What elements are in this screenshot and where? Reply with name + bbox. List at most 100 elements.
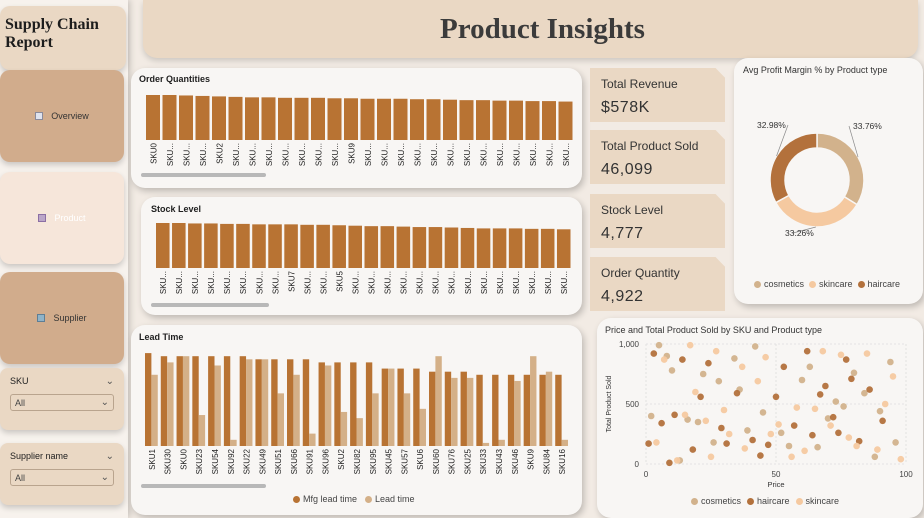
scatter-point <box>754 377 762 385</box>
scatter-point <box>785 442 793 450</box>
tick-label: SKU... <box>496 143 505 166</box>
tick-label: SKU16 <box>558 448 567 474</box>
bar <box>311 97 325 140</box>
scatter-point <box>853 442 860 450</box>
horizontal-scrollbar[interactable] <box>141 484 266 488</box>
scatter-point <box>801 447 808 455</box>
bar-mfg-lead-time <box>208 356 215 446</box>
scatter-point <box>889 373 897 380</box>
scatter-point <box>788 453 795 461</box>
title-banner: Product Insights <box>143 0 918 58</box>
price-sold-scatter: 0 500 1,000 0 50 100 Price Total Product Sold <box>606 340 913 489</box>
scatter-point <box>733 389 741 397</box>
scatter-point <box>790 422 798 429</box>
horizontal-scrollbar[interactable] <box>151 303 269 307</box>
report-title-line2: Report <box>5 34 53 51</box>
tick-label: SKU... <box>368 271 377 294</box>
scatter-point <box>798 376 806 384</box>
scatter-point <box>762 353 769 361</box>
bar-mfg-lead-time <box>223 356 231 446</box>
profit-margin-card: Avg Profit Margin % by Product type 33.7… <box>734 58 923 304</box>
bar <box>179 95 193 140</box>
sku-dropdown[interactable]: All ⌄ <box>10 394 114 411</box>
tick-label: SKU9 <box>347 142 356 163</box>
bar-lead-time <box>514 380 521 446</box>
bar <box>443 99 457 140</box>
chevron-down-icon[interactable]: ⌄ <box>105 375 114 387</box>
tick-label: SKU2 <box>337 448 346 469</box>
profit-margin-title: Avg Profit Margin % by Product type <box>743 65 888 75</box>
tick-label: SKU... <box>432 271 441 294</box>
price-sold-card: Price and Total Product Sold by SKU and … <box>597 318 923 518</box>
bar <box>558 101 573 140</box>
nav-button-product[interactable]: Product <box>0 172 124 264</box>
legend-label-mfg: Mfg lead time <box>303 494 358 504</box>
y-tick-label: 0 <box>635 460 640 469</box>
scatter-point <box>806 363 814 371</box>
legend-label-cosmetics: cosmetics <box>764 279 805 289</box>
scatter-legend: cosmetics haircare skincare <box>691 496 839 506</box>
tick-label: SKU... <box>512 143 521 166</box>
bar <box>284 224 298 268</box>
tick-label: SKU... <box>239 271 248 294</box>
scatter-point <box>829 413 837 421</box>
scatter-point <box>881 400 889 408</box>
donut-leader-line <box>848 125 859 158</box>
legend-label-lead: Lead time <box>375 494 415 504</box>
tick-label: SKU45 <box>385 448 394 474</box>
bar-mfg-lead-time <box>523 374 531 446</box>
scatter-point <box>718 424 725 432</box>
tick-label: SKU... <box>255 271 264 294</box>
tick-label: SKU... <box>199 143 208 166</box>
bar-lead-time <box>261 359 269 446</box>
tick-label: SKU43 <box>495 448 504 474</box>
price-sold-title: Price and Total Product Sold by SKU and … <box>605 325 822 335</box>
bar-lead-time <box>561 439 568 446</box>
scatter-point <box>814 443 821 451</box>
donut-slice <box>816 132 865 206</box>
profit-margin-donut: 33.76% 33.26% 32.98% <box>757 120 882 238</box>
scatter-point <box>697 393 704 401</box>
tick-label: SKU95 <box>369 448 378 474</box>
donut-data-label: 32.98% <box>757 120 786 130</box>
bar <box>268 224 282 268</box>
tick-label: SKU92 <box>227 448 236 474</box>
bar-mfg-lead-time <box>302 359 310 446</box>
bar <box>377 98 391 140</box>
bar-lead-time <box>167 362 174 446</box>
bar <box>220 223 234 268</box>
bar-lead-time <box>530 356 537 446</box>
bar-lead-time <box>277 393 284 446</box>
chevron-down-icon[interactable]: ⌄ <box>105 450 114 462</box>
tick-label: SKU... <box>232 143 241 166</box>
legend-item-haircare: haircare <box>857 279 900 289</box>
scatter-point <box>874 446 881 453</box>
nav-button-supplier[interactable]: Supplier <box>0 272 124 364</box>
bar <box>410 99 424 140</box>
scatter-point <box>827 422 834 429</box>
tick-label: SKU49 <box>258 448 267 474</box>
tick-label: SKU... <box>182 143 191 166</box>
supplier-dropdown[interactable]: All ⌄ <box>10 469 114 486</box>
donut-slice <box>774 194 859 228</box>
scatter-point <box>725 430 733 438</box>
donut-slice <box>769 132 818 204</box>
kpi-order-quantity: Order Quantity 4,922 <box>590 257 725 311</box>
chevron-down-icon: ⌄ <box>100 397 109 408</box>
scatter-point <box>749 436 756 444</box>
tick-label: SKU... <box>364 143 373 166</box>
stock-level-card: Stock Level SKU... SKU... SKU... SKU... SKU.… <box>141 197 582 315</box>
legend-item-lead: Lead time <box>365 494 415 504</box>
lead-time-card: Lead Time SKU1 SKU30 SKU0 SKU23 SKU54 SKU92 SK… <box>131 325 582 515</box>
bar <box>332 225 346 268</box>
scatter-point <box>840 403 847 410</box>
legend-item-skincare: skincare <box>809 279 853 289</box>
bar-mfg-lead-time <box>160 356 168 446</box>
bar <box>204 223 218 268</box>
nav-button-overview[interactable]: Overview <box>0 70 124 162</box>
scatter-point <box>759 409 767 416</box>
scatter-point <box>660 356 668 363</box>
horizontal-scrollbar[interactable] <box>141 173 266 177</box>
bar-mfg-lead-time <box>176 356 183 446</box>
bar-mfg-lead-time <box>365 362 373 446</box>
